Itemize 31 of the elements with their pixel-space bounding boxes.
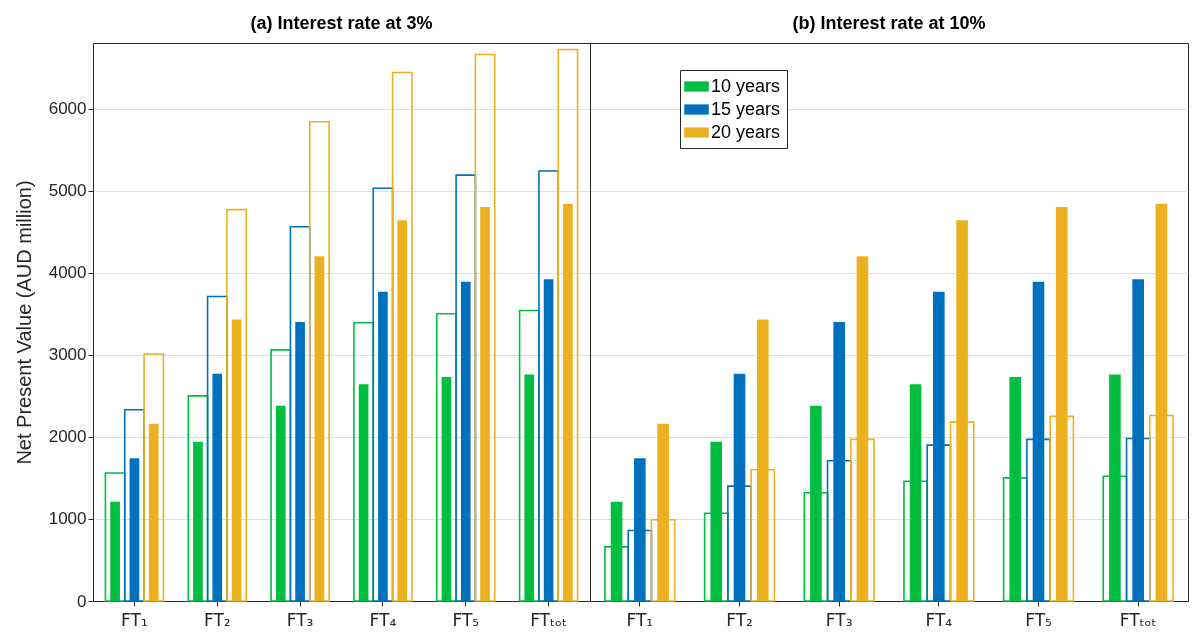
bar bbox=[557, 48, 579, 602]
chart-title: (a) Interest rate at 3% bbox=[250, 13, 433, 33]
y-tick-label: 5000 bbox=[48, 181, 87, 201]
x-tick-label: FT₅ bbox=[452, 609, 480, 630]
legend-label: 20 years bbox=[711, 121, 781, 142]
x-tick-label: FT₄ bbox=[369, 609, 397, 630]
y-axis-title: Net Present Value (AUD million) bbox=[12, 180, 35, 465]
x-tick-label: FT₂ bbox=[203, 609, 231, 630]
legend-label: 15 years bbox=[711, 98, 781, 119]
bar bbox=[474, 53, 496, 602]
y-tick-label: 6000 bbox=[48, 99, 87, 119]
y-tick-label: 4000 bbox=[48, 263, 87, 283]
x-tick-label: FT₃ bbox=[286, 609, 314, 630]
y-tick-label: 1000 bbox=[48, 509, 87, 529]
x-tick-label: FT₁ bbox=[121, 609, 148, 630]
bar bbox=[391, 71, 413, 602]
x-tick-label: FT₃ bbox=[825, 609, 853, 630]
x-tick-label: FT₅ bbox=[1025, 609, 1052, 630]
y-tick-label: 0 bbox=[77, 591, 87, 611]
legend-label: 10 years bbox=[711, 75, 781, 96]
bar bbox=[226, 208, 248, 602]
bar bbox=[143, 353, 165, 602]
x-tick-label: FTₜₒₜ bbox=[530, 609, 568, 630]
x-tick-label: FT₂ bbox=[726, 609, 753, 630]
y-tick-label: 2000 bbox=[48, 427, 87, 447]
x-tick-label: FT₁ bbox=[626, 609, 654, 630]
y-tick-label: 3000 bbox=[48, 345, 87, 365]
x-tick-label: FTₜₒₜ bbox=[1119, 609, 1157, 630]
bar bbox=[308, 120, 330, 602]
x-tick-label: FT₄ bbox=[925, 609, 953, 630]
chart-title: (b) Interest rate at 10% bbox=[792, 13, 986, 33]
